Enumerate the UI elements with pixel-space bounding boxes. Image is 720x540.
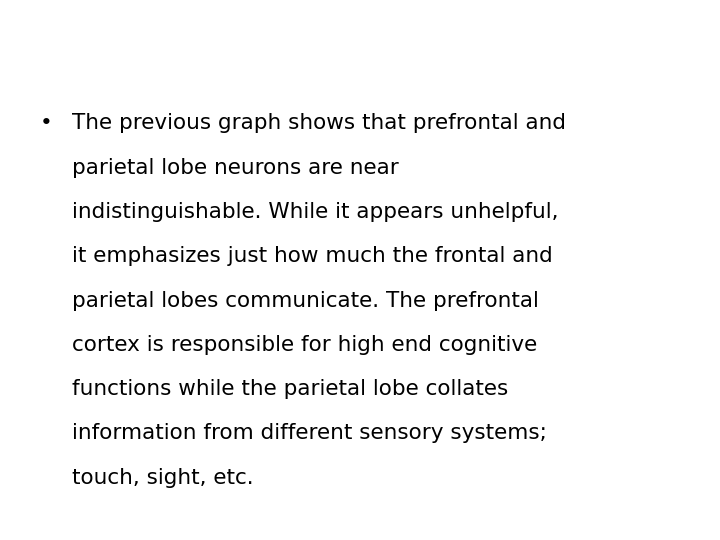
Text: indistinguishable. While it appears unhelpful,: indistinguishable. While it appears unhe…: [72, 202, 559, 222]
Text: it emphasizes just how much the frontal and: it emphasizes just how much the frontal …: [72, 246, 553, 266]
Text: cortex is responsible for high end cognitive: cortex is responsible for high end cogni…: [72, 335, 537, 355]
Text: •: •: [40, 113, 53, 133]
Text: touch, sight, etc.: touch, sight, etc.: [72, 468, 253, 488]
Text: The previous graph shows that prefrontal and: The previous graph shows that prefrontal…: [72, 113, 566, 133]
Text: parietal lobe neurons are near: parietal lobe neurons are near: [72, 158, 399, 178]
Text: parietal lobes communicate. The prefrontal: parietal lobes communicate. The prefront…: [72, 291, 539, 310]
Text: functions while the parietal lobe collates: functions while the parietal lobe collat…: [72, 379, 508, 399]
Text: information from different sensory systems;: information from different sensory syste…: [72, 423, 547, 443]
